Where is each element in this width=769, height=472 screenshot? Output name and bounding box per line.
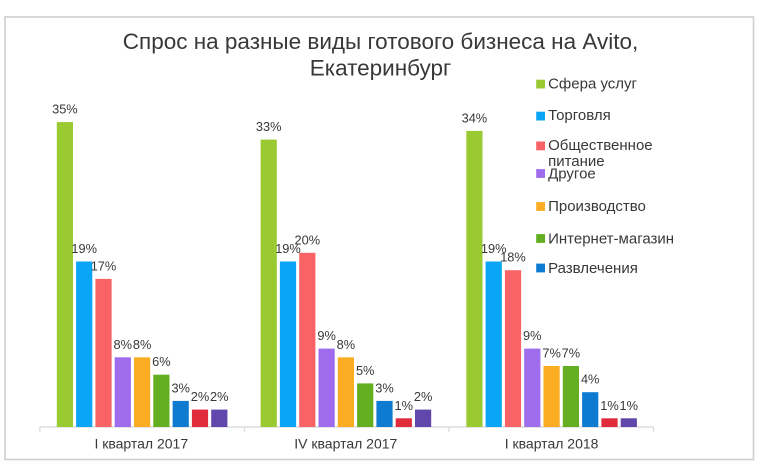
svg-text:17%: 17% <box>91 258 117 273</box>
svg-text:33%: 33% <box>256 119 282 134</box>
svg-text:Интернет-магазин: Интернет-магазин <box>548 231 674 248</box>
svg-text:I квартал 2017: I квартал 2017 <box>94 436 188 452</box>
svg-text:1%: 1% <box>620 398 639 413</box>
svg-text:19%: 19% <box>481 241 507 256</box>
svg-text:9%: 9% <box>317 328 336 343</box>
svg-text:2%: 2% <box>414 389 433 404</box>
svg-text:7%: 7% <box>542 346 561 361</box>
svg-text:Сфера услуг: Сфера услуг <box>548 75 637 92</box>
svg-text:1%: 1% <box>600 398 619 413</box>
svg-text:7%: 7% <box>562 346 581 361</box>
svg-text:19%: 19% <box>275 241 301 256</box>
svg-text:9%: 9% <box>523 328 542 343</box>
svg-text:35%: 35% <box>52 102 78 117</box>
svg-text:19%: 19% <box>71 241 97 256</box>
svg-text:8%: 8% <box>133 337 152 352</box>
svg-text:4%: 4% <box>581 372 600 387</box>
svg-text:Спрос на разные виды готового: Спрос на разные виды готового бизнеса на… <box>123 29 638 54</box>
svg-text:питание: питание <box>548 153 605 170</box>
svg-text:2%: 2% <box>210 389 229 404</box>
svg-text:6%: 6% <box>152 354 171 369</box>
svg-text:IV квартал 2017: IV квартал 2017 <box>294 436 397 452</box>
svg-text:8%: 8% <box>337 337 356 352</box>
svg-text:2%: 2% <box>191 389 210 404</box>
svg-text:5%: 5% <box>356 363 375 378</box>
svg-text:Развлечения: Развлечения <box>548 260 638 277</box>
svg-text:Производство: Производство <box>548 198 646 215</box>
svg-text:3%: 3% <box>375 380 394 395</box>
svg-text:I квартал 2018: I квартал 2018 <box>505 436 599 452</box>
svg-text:8%: 8% <box>114 337 133 352</box>
svg-text:Торговля: Торговля <box>548 107 611 124</box>
svg-text:Общественное: Общественное <box>548 137 653 154</box>
svg-text:34%: 34% <box>462 110 488 125</box>
svg-text:3%: 3% <box>171 380 190 395</box>
svg-text:Другое: Другое <box>548 165 596 182</box>
svg-text:1%: 1% <box>395 398 414 413</box>
svg-text:Екатеринбург: Екатеринбург <box>310 55 452 80</box>
svg-text:18%: 18% <box>500 250 526 265</box>
svg-text:20%: 20% <box>294 232 320 247</box>
